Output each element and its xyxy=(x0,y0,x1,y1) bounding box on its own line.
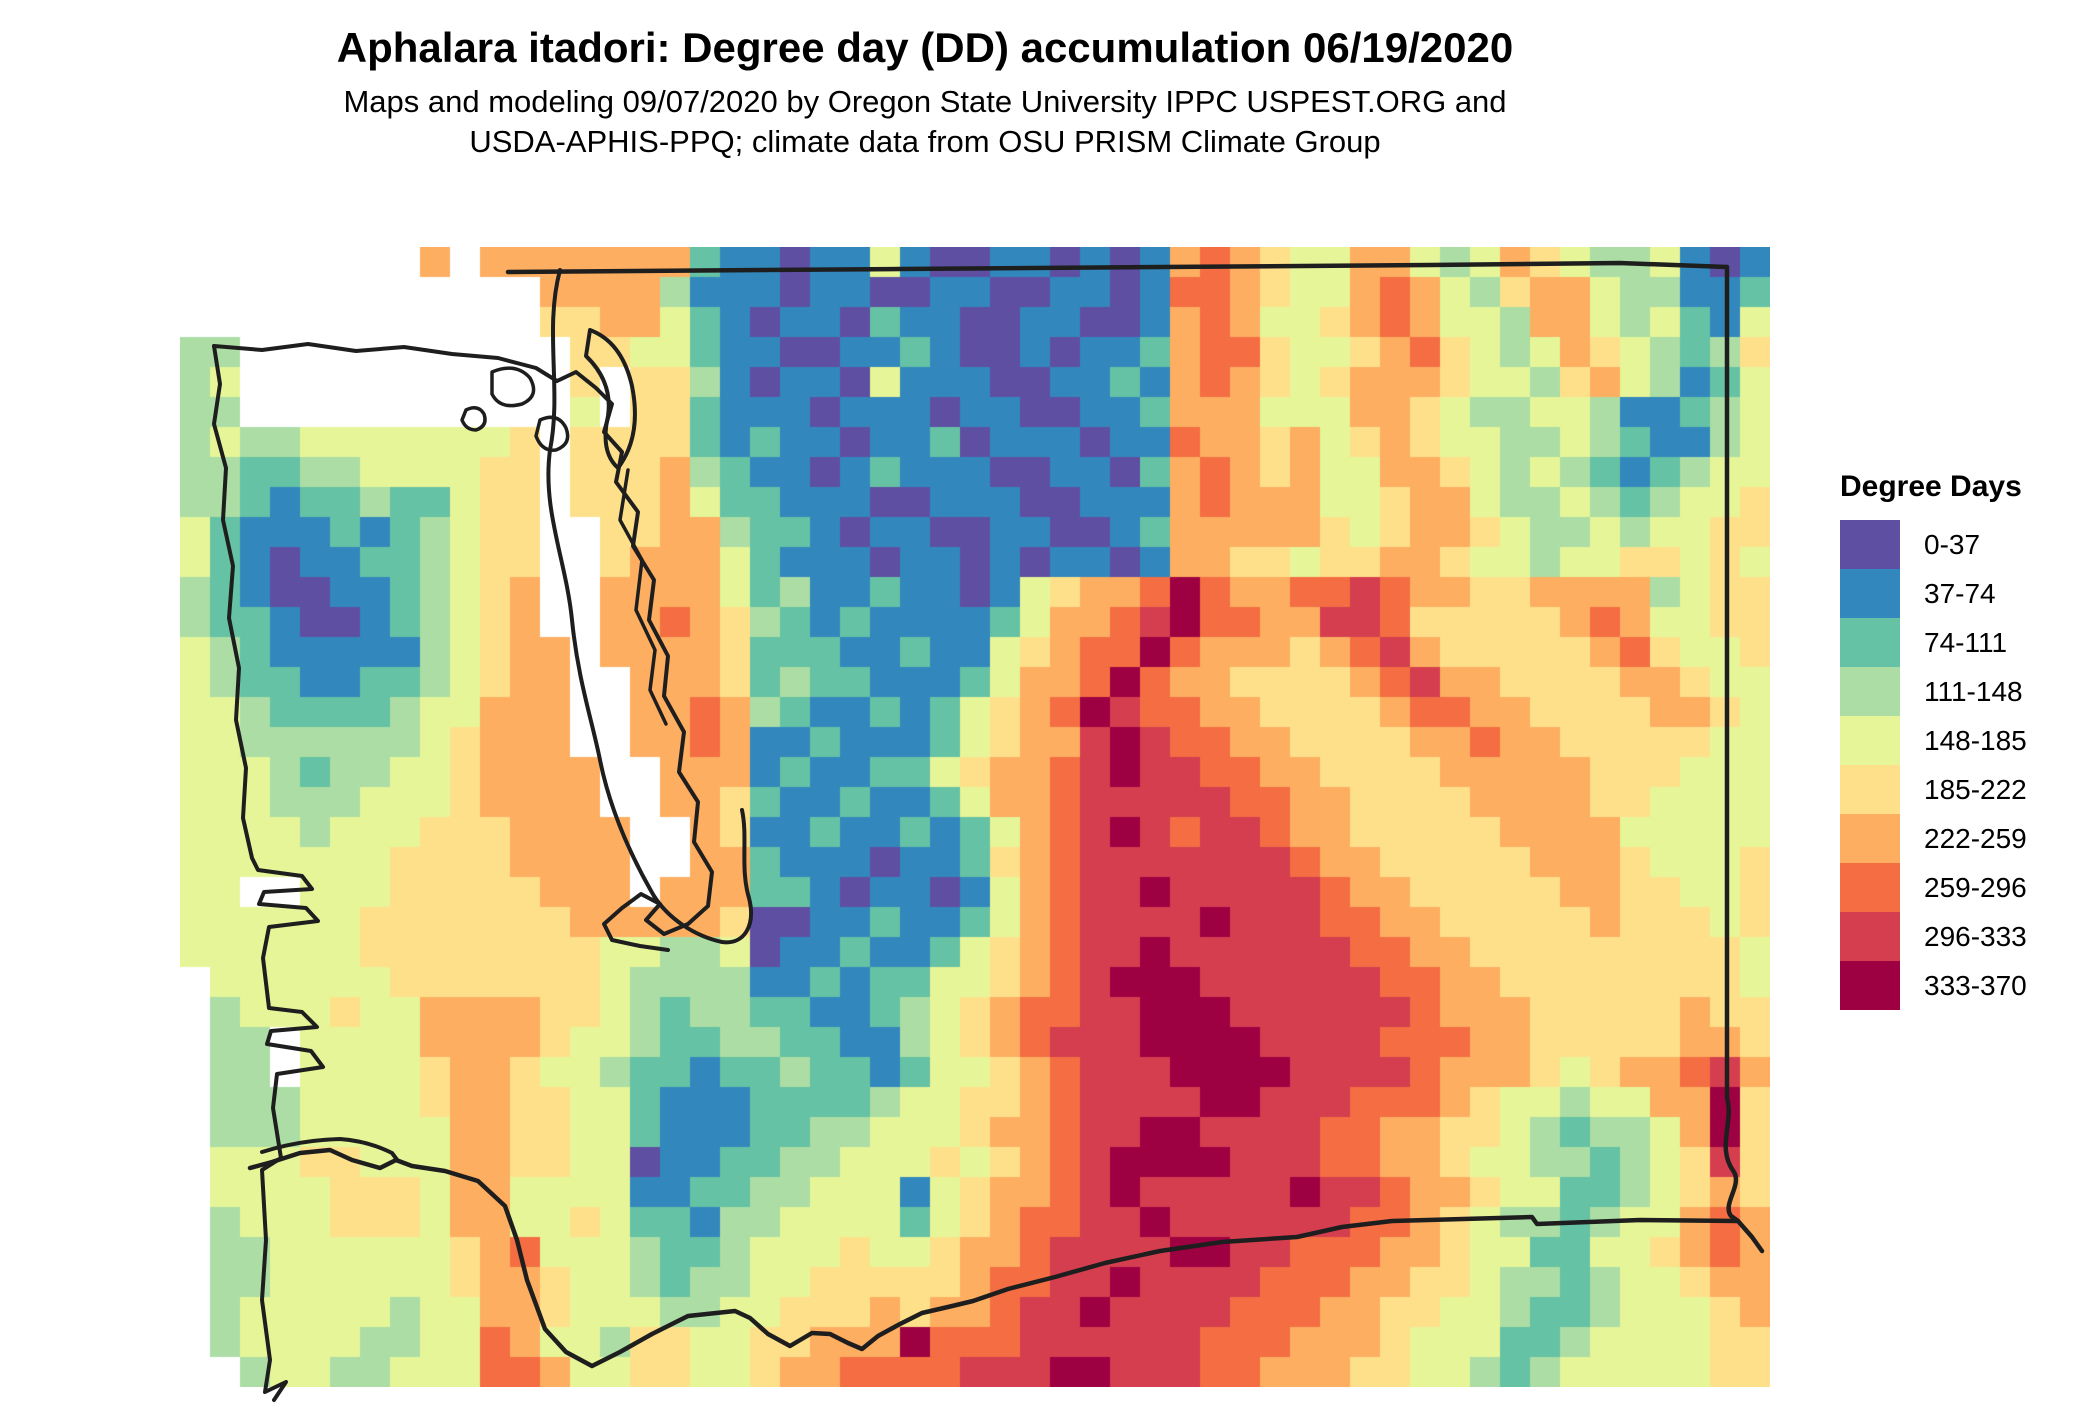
legend-entry: 296-333 xyxy=(1840,912,2080,961)
legend-label: 296-333 xyxy=(1924,920,2027,952)
legend-swatch xyxy=(1840,961,1900,1010)
legend-label: 0-37 xyxy=(1924,528,1981,560)
legend-label: 148-185 xyxy=(1924,724,2027,756)
legend-entry: 148-185 xyxy=(1840,716,2080,765)
figure-subtitle: Maps and modeling 09/07/2020 by Oregon S… xyxy=(180,82,1670,162)
figure-subtitle-line1: Maps and modeling 09/07/2020 by Oregon S… xyxy=(343,84,1507,119)
legend-label: 37-74 xyxy=(1924,577,1996,609)
legend-entry: 111-148 xyxy=(1840,667,2080,716)
legend-entry: 185-222 xyxy=(1840,765,2080,814)
legend-entry: 222-259 xyxy=(1840,814,2080,863)
legend-label: 111-148 xyxy=(1924,675,2023,707)
legend-entry: 74-111 xyxy=(1840,618,2080,667)
legend-swatch xyxy=(1840,814,1900,863)
legend-swatch xyxy=(1840,912,1900,961)
degree-day-raster-map xyxy=(180,247,1770,1387)
legend-entries: 0-37 37-74 74-111 111-148 148-185 185-222 222-… xyxy=(1840,520,2080,1010)
legend-label: 259-296 xyxy=(1924,871,2027,903)
legend-swatch xyxy=(1840,863,1900,912)
legend: Degree Days 0-37 37-74 74-111 111-148 148-18… xyxy=(1840,470,2080,1010)
legend-label: 74-111 xyxy=(1924,626,2008,658)
legend-entry: 0-37 xyxy=(1840,520,2080,569)
legend-label: 333-370 xyxy=(1924,969,2027,1001)
legend-label: 185-222 xyxy=(1924,773,2027,805)
legend-entry: 259-296 xyxy=(1840,863,2080,912)
figure-subtitle-line2: USDA-APHIS-PPQ; climate data from OSU PR… xyxy=(469,124,1381,159)
legend-entry: 37-74 xyxy=(1840,569,2080,618)
legend-swatch xyxy=(1840,569,1900,618)
legend-swatch xyxy=(1840,520,1900,569)
legend-swatch xyxy=(1840,716,1900,765)
legend-title: Degree Days xyxy=(1840,470,2022,503)
legend-swatch xyxy=(1840,765,1900,814)
legend-label: 222-259 xyxy=(1924,822,2027,854)
legend-swatch xyxy=(1840,618,1900,667)
figure-title: Aphalara itadori: Degree day (DD) accumu… xyxy=(336,24,1514,71)
legend-entry: 333-370 xyxy=(1840,961,2080,1010)
legend-swatch xyxy=(1840,667,1900,716)
